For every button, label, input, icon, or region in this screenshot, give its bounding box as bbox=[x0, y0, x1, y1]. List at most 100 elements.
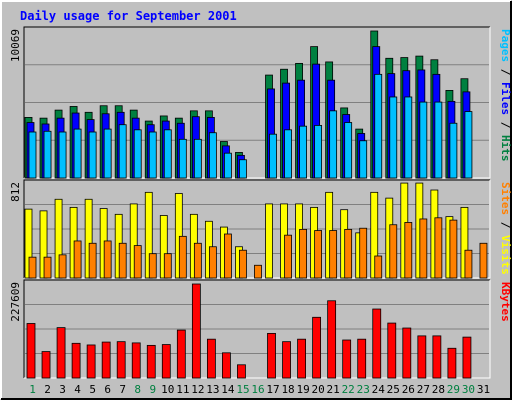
x-axis-labels: 1 2 3 4 5 6 7 8 9 10 11 12 13 14 15 16 17 18 19 20 21 22 23 24 2… bbox=[29, 383, 490, 396]
panel-max-label: 812 bbox=[9, 182, 22, 202]
bar-kbytes-day-19 bbox=[297, 338, 306, 379]
x-tick-label: 5 bbox=[89, 383, 96, 396]
bar-pages-day-24 bbox=[374, 73, 383, 179]
x-tick-label: 15 bbox=[236, 383, 249, 396]
bar-sites-day-11 bbox=[178, 235, 187, 279]
series-sites bbox=[28, 217, 488, 279]
panel-max-label: 10069 bbox=[9, 29, 22, 62]
bar-sites-day-28 bbox=[434, 217, 443, 279]
bar-sites-day-12 bbox=[193, 242, 202, 279]
bar-sites-day-3 bbox=[58, 254, 67, 279]
bar-sites-day-10 bbox=[163, 253, 172, 279]
x-tick-label: 22 bbox=[342, 383, 355, 396]
bar-sites-day-13 bbox=[208, 246, 217, 279]
bar-visits-day-11 bbox=[174, 193, 183, 279]
bar-sites-day-31 bbox=[479, 242, 488, 279]
x-tick-label: 9 bbox=[149, 383, 156, 396]
bar-kbytes-day-22 bbox=[342, 339, 352, 379]
bar-visits-day-3 bbox=[54, 198, 63, 279]
x-tick-label: 20 bbox=[312, 383, 325, 396]
bar-sites-day-22 bbox=[344, 228, 353, 279]
x-tick-label: 17 bbox=[266, 383, 279, 396]
bar-visits-day-10 bbox=[159, 215, 168, 279]
bar-kbytes-day-18 bbox=[282, 341, 291, 379]
bar-sites-day-7 bbox=[118, 242, 127, 279]
x-tick-label: 27 bbox=[417, 383, 430, 396]
panel-border-dark bbox=[23, 26, 490, 178]
bar-pages-day-26 bbox=[404, 96, 413, 179]
panel-visits-sites: 812 Sites / Visits bbox=[9, 179, 512, 279]
x-tick-label: 10 bbox=[161, 383, 174, 396]
bar-kbytes-day-12 bbox=[191, 283, 201, 379]
bar-kbytes-day-11 bbox=[176, 329, 186, 379]
bar-pages-day-20 bbox=[314, 125, 323, 179]
bar-pages-day-3 bbox=[58, 131, 67, 179]
x-tick-label: 6 bbox=[104, 383, 111, 396]
bar-pages-day-21 bbox=[329, 110, 338, 179]
bar-pages-day-5 bbox=[88, 131, 97, 179]
x-tick-label: 18 bbox=[281, 383, 294, 396]
bar-kbytes-day-24 bbox=[372, 308, 382, 379]
series-visits bbox=[24, 182, 469, 279]
bar-pages-day-14 bbox=[224, 152, 232, 179]
bar-sites-day-21 bbox=[329, 230, 338, 279]
bar-kbytes-day-10 bbox=[161, 344, 171, 379]
bar-pages-day-25 bbox=[389, 96, 398, 179]
x-tick-label: 2 bbox=[44, 383, 51, 396]
bar-sites-day-5 bbox=[88, 242, 97, 279]
bar-sites-day-15 bbox=[239, 249, 247, 279]
chart-panels: 10069 Pages / Files / Hits 812 Sites / Visi… bbox=[9, 26, 512, 379]
bar-kbytes-day-23 bbox=[357, 338, 367, 379]
bar-sites-day-26 bbox=[404, 222, 413, 279]
bar-sites-day-29 bbox=[449, 219, 458, 279]
legend-entry: / bbox=[499, 62, 512, 82]
bar-sites-day-18 bbox=[284, 234, 292, 279]
legend-entry: Visits bbox=[499, 235, 512, 275]
x-tick-label: 28 bbox=[432, 383, 445, 396]
bar-visits-day-5 bbox=[84, 198, 93, 279]
panel-legend-label: Pages / Files / Hits bbox=[499, 29, 512, 162]
x-tick-label: 11 bbox=[176, 383, 189, 396]
x-tick-label: 14 bbox=[221, 383, 235, 396]
x-tick-label: 29 bbox=[447, 383, 460, 396]
bar-pages-day-29 bbox=[449, 122, 458, 179]
bar-sites-day-4 bbox=[73, 240, 82, 279]
bar-sites-day-9 bbox=[148, 253, 157, 279]
bar-sites-day-2 bbox=[43, 256, 52, 279]
bar-pages-day-9 bbox=[148, 131, 157, 179]
bar-pages-day-7 bbox=[118, 124, 127, 179]
bar-pages-day-15 bbox=[239, 159, 247, 179]
bar-pages-day-1 bbox=[28, 131, 37, 179]
bar-pages-day-17 bbox=[269, 133, 277, 179]
panel-legend-label: Sites / Visits bbox=[499, 182, 512, 275]
bar-kbytes-day-2 bbox=[41, 351, 51, 379]
bar-kbytes-day-4 bbox=[71, 342, 81, 379]
series-pages bbox=[28, 73, 473, 179]
bar-kbytes-day-21 bbox=[327, 300, 337, 379]
x-tick-label: 4 bbox=[74, 383, 81, 396]
bar-pages-day-2 bbox=[43, 130, 52, 179]
bar-visits-day-8 bbox=[129, 203, 138, 279]
x-tick-label: 25 bbox=[387, 383, 400, 396]
bar-pages-day-4 bbox=[73, 128, 82, 179]
bar-sites-day-1 bbox=[28, 256, 37, 279]
x-tick-label: 19 bbox=[296, 383, 309, 396]
x-tick-label: 7 bbox=[119, 383, 126, 396]
bar-sites-day-25 bbox=[389, 224, 398, 279]
bar-visits-day-9 bbox=[144, 191, 153, 279]
bar-pages-day-19 bbox=[299, 125, 307, 179]
bar-kbytes-day-7 bbox=[116, 341, 126, 379]
bar-pages-day-30 bbox=[464, 111, 473, 179]
x-tick-label: 21 bbox=[327, 383, 340, 396]
bar-pages-day-28 bbox=[434, 101, 443, 179]
panel-kbytes: 227609 KBytes bbox=[9, 279, 512, 379]
legend-entry: Hits bbox=[499, 135, 512, 162]
bar-kbytes-day-8 bbox=[131, 342, 141, 379]
x-tick-label: 13 bbox=[206, 383, 219, 396]
legend-entry: Files bbox=[499, 82, 512, 115]
x-tick-label: 30 bbox=[462, 383, 475, 396]
bar-kbytes-day-27 bbox=[417, 335, 427, 379]
bar-pages-day-13 bbox=[208, 132, 217, 179]
chart-title: Daily usage for September 2001 bbox=[20, 9, 237, 23]
